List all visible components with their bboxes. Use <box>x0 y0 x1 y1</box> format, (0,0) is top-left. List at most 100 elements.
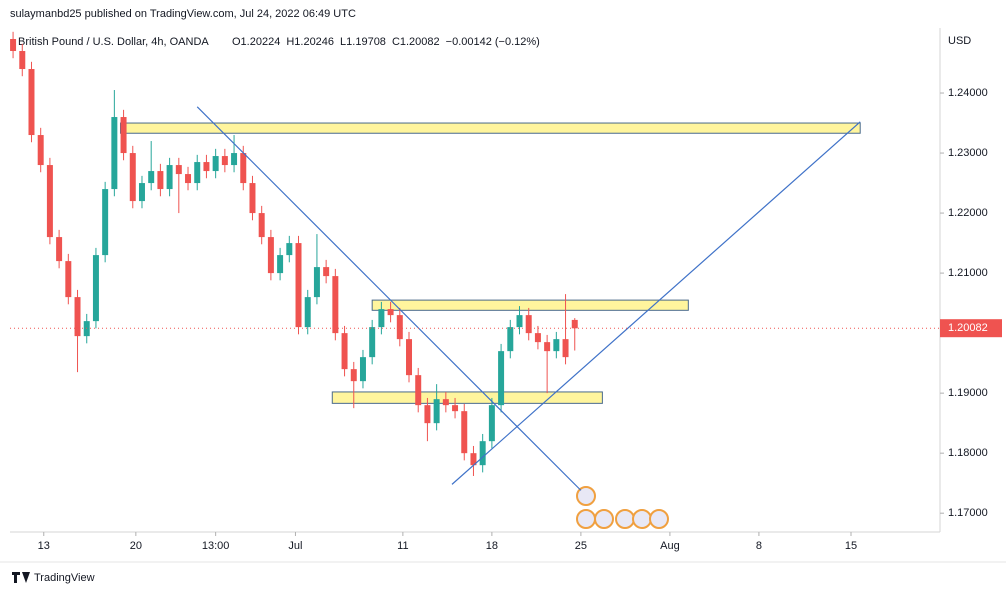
candle-body <box>286 243 293 256</box>
y-tick-label: 1.19000 <box>948 387 988 399</box>
flags <box>576 486 669 529</box>
y-tick-label: 1.24000 <box>948 87 988 99</box>
candle-body <box>313 267 320 298</box>
author-line: sulaymanbd25 published on TradingView.co… <box>10 8 356 20</box>
candle-body <box>175 165 182 175</box>
candle-body <box>415 375 422 406</box>
y-tick-label: 1.17000 <box>948 507 988 519</box>
candle-body <box>231 153 238 166</box>
candle-body <box>488 405 495 442</box>
candle-body <box>37 135 44 166</box>
currency-unit: USD <box>948 35 971 47</box>
candle-body <box>166 165 173 190</box>
y-tick-label: 1.22000 <box>948 207 988 219</box>
ohlc-value: C1.20082 <box>392 36 440 48</box>
candle-body <box>258 213 265 238</box>
candle-body <box>249 183 256 214</box>
y-tick-label: 1.21000 <box>948 267 988 279</box>
flag-icon <box>594 509 614 529</box>
candle-body <box>194 162 201 184</box>
x-tick-label: Aug <box>660 540 680 552</box>
symbol-title: British Pound / U.S. Dollar, 4h, OANDA <box>18 36 209 48</box>
ohlc-value: −0.00142 (−0.12%) <box>446 36 540 48</box>
candle-body <box>544 342 551 352</box>
ohlc-value: O1.20224 <box>232 36 280 48</box>
candle-body <box>46 165 53 238</box>
flag-icon <box>632 509 652 529</box>
candle-body <box>396 315 403 340</box>
candle-body <box>120 117 127 154</box>
x-tick-label: 18 <box>486 540 498 552</box>
plot-layer <box>10 31 861 491</box>
candle-body <box>470 453 477 466</box>
candle-body <box>304 297 311 328</box>
x-tick-label: 11 <box>397 540 408 552</box>
candle-body <box>359 357 366 382</box>
candle-body <box>562 339 569 358</box>
candle-body <box>378 309 385 328</box>
x-tick-label: 13:00 <box>202 540 230 552</box>
price-zone <box>119 122 861 134</box>
ohlc-value: H1.20246 <box>286 36 334 48</box>
x-tick-label: Jul <box>288 540 302 552</box>
candle-body <box>369 327 376 358</box>
candle-body <box>65 261 72 298</box>
candle-body <box>267 237 274 274</box>
candle-body <box>102 189 109 256</box>
candle-body <box>295 243 302 328</box>
candle-body <box>212 156 219 172</box>
candle-body <box>433 399 440 424</box>
candle-body <box>28 69 35 136</box>
flag-icon <box>576 486 596 506</box>
candle-body <box>406 339 413 376</box>
candle-body <box>92 255 99 322</box>
candle-body <box>323 267 330 277</box>
flag-icon <box>576 509 596 529</box>
candle-body <box>387 309 394 316</box>
x-tick-label: 13 <box>38 540 50 552</box>
price-zone <box>371 299 689 311</box>
candle-body <box>461 411 468 454</box>
candle-body <box>74 297 81 337</box>
candle-body <box>148 171 155 184</box>
candle-body <box>350 369 357 382</box>
x-tick-label: 15 <box>845 540 857 552</box>
candle-body <box>452 405 459 412</box>
candle-body <box>479 441 486 466</box>
candle-body <box>138 183 145 202</box>
candle-body <box>129 153 136 202</box>
candle-body <box>534 333 541 343</box>
last-price-label: 1.20082 <box>948 322 988 334</box>
candle-body <box>185 174 192 184</box>
candle-body <box>203 162 210 172</box>
candle-body <box>498 351 505 406</box>
x-tick-label: 25 <box>575 540 587 552</box>
last-price-tag <box>940 319 1002 338</box>
candle-body <box>19 51 26 70</box>
candle-body <box>516 315 523 328</box>
y-tick-label: 1.23000 <box>948 147 988 159</box>
candle-body <box>341 333 348 370</box>
brand-logo <box>12 572 30 583</box>
trendline <box>451 121 861 485</box>
flag-icon <box>615 509 635 529</box>
candle-body <box>157 171 164 190</box>
flag-icon <box>649 509 669 529</box>
candle-body <box>442 399 449 406</box>
candle-body <box>240 153 247 184</box>
ohlc-value: L1.19708 <box>340 36 386 48</box>
candle-body <box>507 327 514 352</box>
candle-body <box>525 315 532 334</box>
candle-body <box>424 405 431 424</box>
candle-body <box>221 156 228 166</box>
y-tick-label: 1.18000 <box>948 447 988 459</box>
candle-body <box>553 339 560 352</box>
candle-body <box>56 237 63 262</box>
x-tick-label: 8 <box>756 540 762 552</box>
candle-body <box>277 255 284 274</box>
price-zone <box>331 391 603 404</box>
candle-body <box>10 39 17 52</box>
